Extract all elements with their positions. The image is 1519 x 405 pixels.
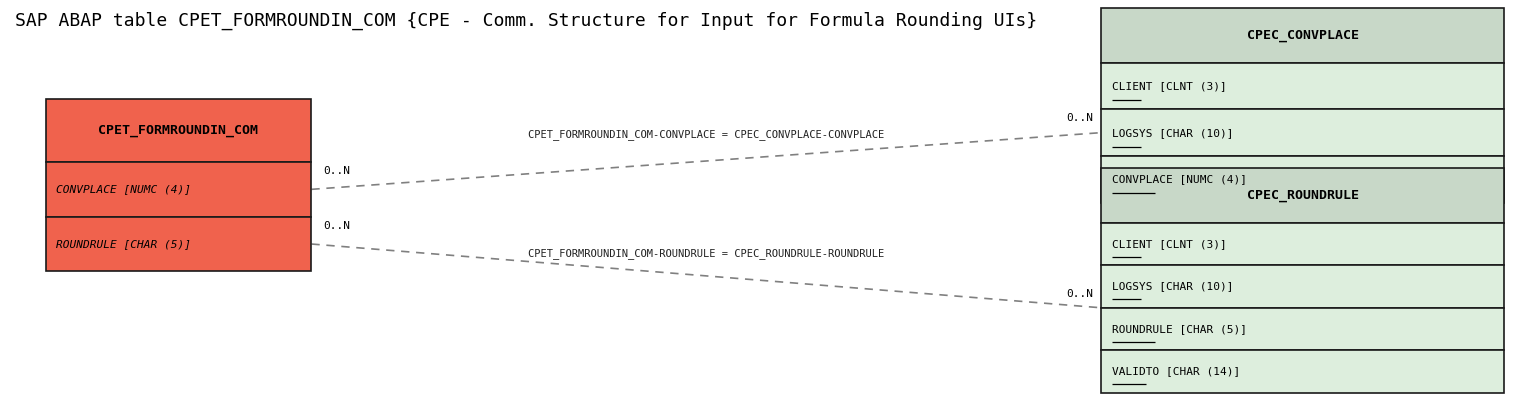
Text: CPEC_CONVPLACE: CPEC_CONVPLACE <box>1247 29 1358 42</box>
Text: SAP ABAP table CPET_FORMROUNDIN_COM {CPE - Comm. Structure for Input for Formula: SAP ABAP table CPET_FORMROUNDIN_COM {CPE… <box>15 12 1037 30</box>
Text: CONVPLACE [NUMC (4)]: CONVPLACE [NUMC (4)] <box>1112 174 1247 184</box>
Text: CLIENT [CLNT (3)]: CLIENT [CLNT (3)] <box>1112 81 1227 91</box>
Text: 0..N: 0..N <box>1066 289 1094 298</box>
Text: CONVPLACE [NUMC (4)]: CONVPLACE [NUMC (4)] <box>56 184 191 194</box>
FancyBboxPatch shape <box>46 217 311 271</box>
Text: CPET_FORMROUNDIN_COM-ROUNDRULE = CPEC_ROUNDRULE-ROUNDRULE: CPET_FORMROUNDIN_COM-ROUNDRULE = CPEC_RO… <box>529 248 884 259</box>
Text: CPET_FORMROUNDIN_COM-CONVPLACE = CPEC_CONVPLACE-CONVPLACE: CPET_FORMROUNDIN_COM-CONVPLACE = CPEC_CO… <box>529 129 884 140</box>
Text: 0..N: 0..N <box>324 166 351 176</box>
FancyBboxPatch shape <box>46 162 311 217</box>
FancyBboxPatch shape <box>1101 265 1504 308</box>
FancyBboxPatch shape <box>1101 156 1504 202</box>
Text: CPEC_ROUNDRULE: CPEC_ROUNDRULE <box>1247 189 1358 202</box>
FancyBboxPatch shape <box>1101 308 1504 350</box>
Text: ROUNDRULE [CHAR (5)]: ROUNDRULE [CHAR (5)] <box>1112 324 1247 334</box>
Text: LOGSYS [CHAR (10)]: LOGSYS [CHAR (10)] <box>1112 281 1233 292</box>
FancyBboxPatch shape <box>1101 63 1504 109</box>
Text: LOGSYS [CHAR (10)]: LOGSYS [CHAR (10)] <box>1112 128 1233 138</box>
Text: CPET_FORMROUNDIN_COM: CPET_FORMROUNDIN_COM <box>99 124 258 137</box>
Text: CLIENT [CLNT (3)]: CLIENT [CLNT (3)] <box>1112 239 1227 249</box>
FancyBboxPatch shape <box>1101 168 1504 223</box>
Text: 0..N: 0..N <box>324 221 351 231</box>
Text: ROUNDRULE [CHAR (5)]: ROUNDRULE [CHAR (5)] <box>56 239 191 249</box>
FancyBboxPatch shape <box>1101 223 1504 265</box>
FancyBboxPatch shape <box>1101 8 1504 63</box>
Text: 0..N: 0..N <box>1066 113 1094 124</box>
Text: VALIDTO [CHAR (14)]: VALIDTO [CHAR (14)] <box>1112 367 1240 377</box>
FancyBboxPatch shape <box>46 99 311 162</box>
FancyBboxPatch shape <box>1101 350 1504 393</box>
FancyBboxPatch shape <box>1101 109 1504 156</box>
